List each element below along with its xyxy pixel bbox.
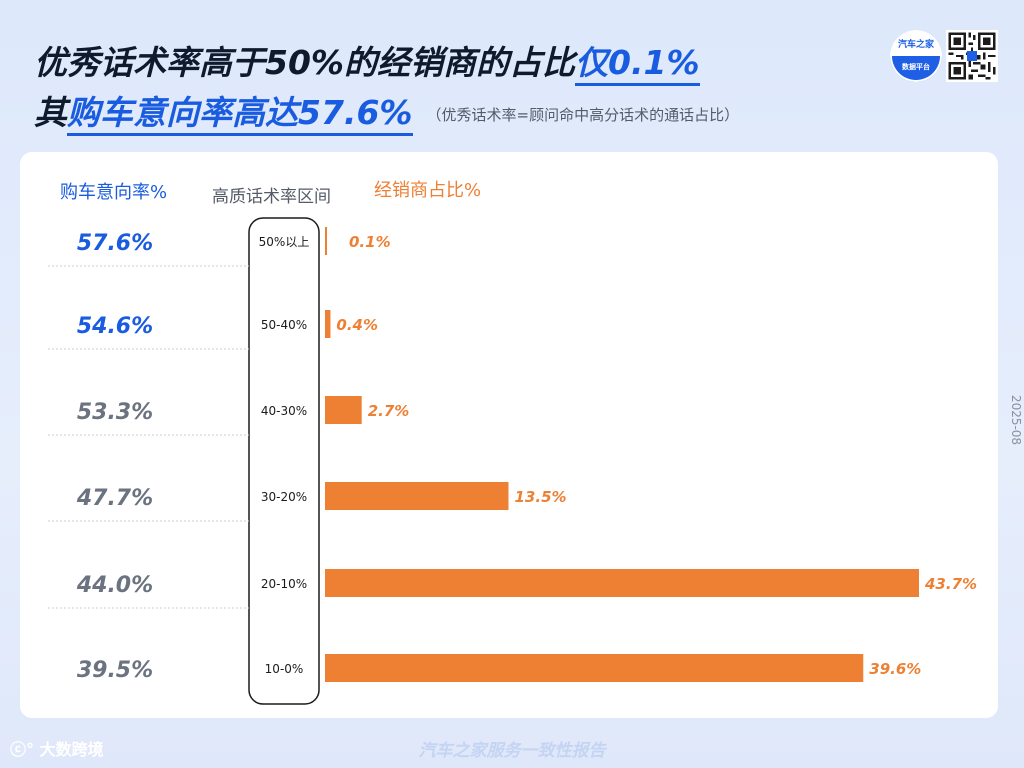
dealer-share-label: 39.6% (869, 660, 921, 678)
brand-mark-icon: ⓒ° (10, 740, 35, 759)
dealer-share-bar (325, 396, 362, 424)
dealer-share-bar (325, 654, 864, 682)
dealer-share-label: 2.7% (368, 402, 410, 420)
headline-line-1-highlight: 仅0.1% (575, 43, 700, 86)
chart-card: 购车意向率% 高质话术率区间 经销商占比% 57.6% 50%以上 0.1% 54.6… (20, 152, 998, 718)
purchase-intent-header: 购车意向率% (60, 182, 167, 203)
headline-line-1-prefix: 优秀话术率高于50%的经销商的占比 (34, 43, 575, 82)
quality-range-label: 50%以上 (259, 235, 310, 249)
purchase-intent-value: 47.7% (76, 486, 153, 511)
watermark-brand: ⓒ° 大数跨境 (10, 736, 104, 760)
dealer-share-bar (325, 227, 327, 255)
quality-range-header: 高质话术率区间 (212, 187, 331, 207)
qr-code (946, 30, 998, 82)
purchase-intent-value: 57.6% (77, 231, 153, 256)
quality-range-label: 10-0% (265, 662, 304, 676)
quality-range-label: 50-40% (261, 318, 307, 332)
report-footer-title: 汽车之家服务一致性报告 (418, 741, 606, 761)
quality-range-label: 30-20% (261, 490, 307, 504)
headline-line-2-prefix: 其 (34, 93, 67, 132)
dealer-share-chart: 购车意向率% 高质话术率区间 经销商占比% 57.6% 50%以上 0.1% 54.6… (48, 180, 977, 705)
purchase-intent-value: 53.3% (77, 400, 153, 425)
logo-top-text: 汽车之家 (897, 40, 934, 50)
dealer-share-bar (325, 569, 919, 597)
dealer-share-label: 0.4% (336, 316, 378, 334)
dealer-share-label: 43.7% (924, 575, 977, 593)
quality-range-label: 40-30% (261, 404, 307, 418)
brand-name: 大数跨境 (39, 740, 104, 759)
quality-range-label: 20-10% (261, 577, 307, 591)
dealer-share-bar (325, 482, 509, 510)
purchase-intent-value: 39.5% (77, 658, 153, 683)
purchase-intent-value: 44.0% (76, 573, 153, 598)
headline-line-2-highlight: 购车意向率高达57.6% (67, 93, 413, 136)
autohome-data-logo: 汽车之家 数据平台 (890, 30, 942, 82)
headline-line-2: 其购车意向率高达57.6% （优秀话术率=顾问命中高分话术的通话占比） (34, 86, 740, 136)
definition-note: （优秀话术率=顾问命中高分话术的通话占比） (426, 106, 740, 124)
dealer-share-label: 13.5% (515, 488, 567, 506)
purchase-intent-value: 54.6% (77, 314, 153, 339)
dealer-share-bar (325, 310, 331, 338)
dealer-share-header: 经销商占比% (374, 180, 481, 201)
category-bracket (248, 217, 320, 705)
report-date: 2025-08 (1009, 394, 1023, 446)
logo-bottom-text: 数据平台 (902, 63, 930, 71)
dealer-share-label: 0.1% (349, 233, 391, 251)
headline-line-1: 优秀话术率高于50%的经销商的占比仅0.1% (34, 36, 700, 86)
